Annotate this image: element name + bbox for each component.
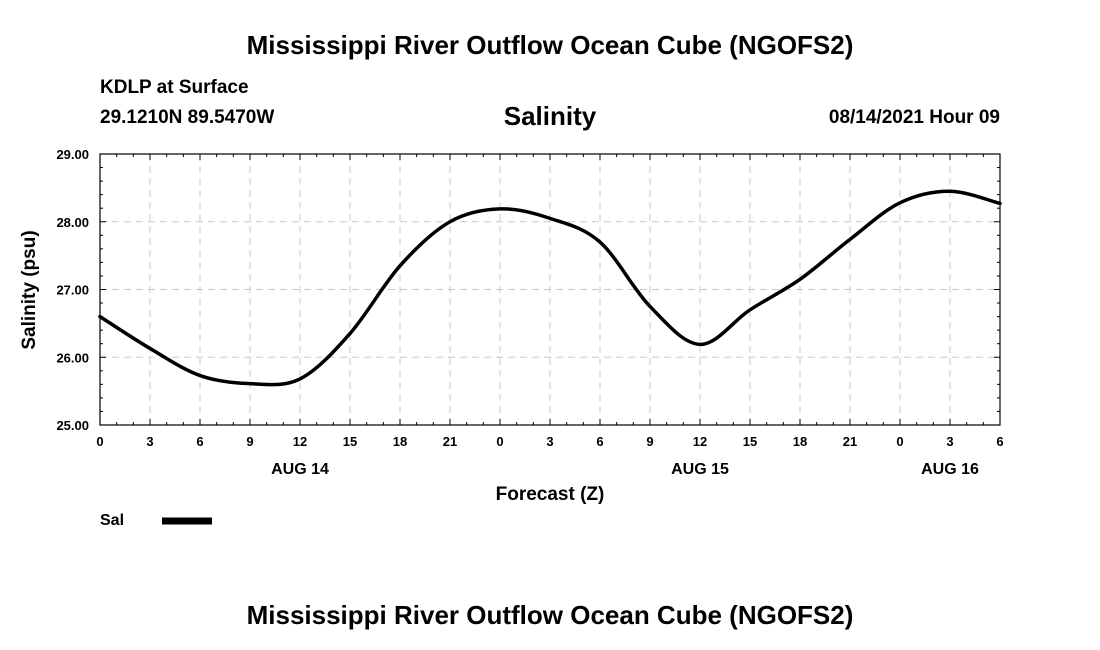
x-tick-label: 12 — [693, 434, 707, 449]
legend-label: Sal — [100, 512, 124, 529]
x-tick-label: 9 — [246, 434, 253, 449]
x-tick-label: 21 — [443, 434, 457, 449]
footer-title: Mississippi River Outflow Ocean Cube (NG… — [246, 600, 854, 630]
x-tick-label: 6 — [196, 434, 203, 449]
x-tick-label: 0 — [96, 434, 103, 449]
station-coordinates: 29.1210N 89.5470W — [100, 107, 275, 128]
x-date-label: AUG 15 — [671, 461, 729, 478]
x-tick-label: 18 — [393, 434, 407, 449]
x-tick-label: 15 — [343, 434, 357, 449]
y-tick-label: 26.00 — [56, 350, 89, 365]
forecast-timestamp: 08/14/2021 Hour 09 — [828, 107, 1000, 128]
y-tick-label: 27.00 — [56, 283, 89, 298]
x-tick-label: 12 — [293, 434, 307, 449]
y-tick-label: 28.00 — [56, 215, 89, 230]
x-tick-label: 0 — [896, 434, 903, 449]
x-tick-label: 21 — [843, 434, 857, 449]
x-tick-label: 6 — [996, 434, 1003, 449]
axis-ticks — [99, 153, 1001, 426]
x-axis-title: Forecast (Z) — [496, 484, 605, 505]
chart-title: Mississippi River Outflow Ocean Cube (NG… — [246, 30, 854, 60]
station-label: KDLP at Surface — [100, 77, 249, 98]
x-tick-label: 3 — [546, 434, 553, 449]
axis-tick-labels: 0 3 6 9 12 15 18 21 0 3 6 9 12 15 18 21 0 3 6 25.00 26.00 27.… — [56, 147, 1003, 478]
x-tick-label: 3 — [946, 434, 953, 449]
series-line-sal — [98, 189, 1002, 387]
x-date-label: AUG 14 — [271, 461, 329, 478]
x-tick-label: 9 — [646, 434, 653, 449]
x-tick-label: 18 — [793, 434, 807, 449]
x-tick-label: 15 — [743, 434, 757, 449]
x-tick-label: 6 — [596, 434, 603, 449]
y-axis-title: Salinity (psu) — [19, 230, 40, 349]
x-tick-label: 3 — [146, 434, 153, 449]
y-tick-label: 29.00 — [56, 147, 89, 162]
variable-title: Salinity — [503, 101, 597, 131]
y-tick-label: 25.00 — [56, 418, 89, 433]
grid — [100, 154, 1000, 425]
x-tick-label: 0 — [496, 434, 503, 449]
x-date-label: AUG 16 — [921, 461, 979, 478]
